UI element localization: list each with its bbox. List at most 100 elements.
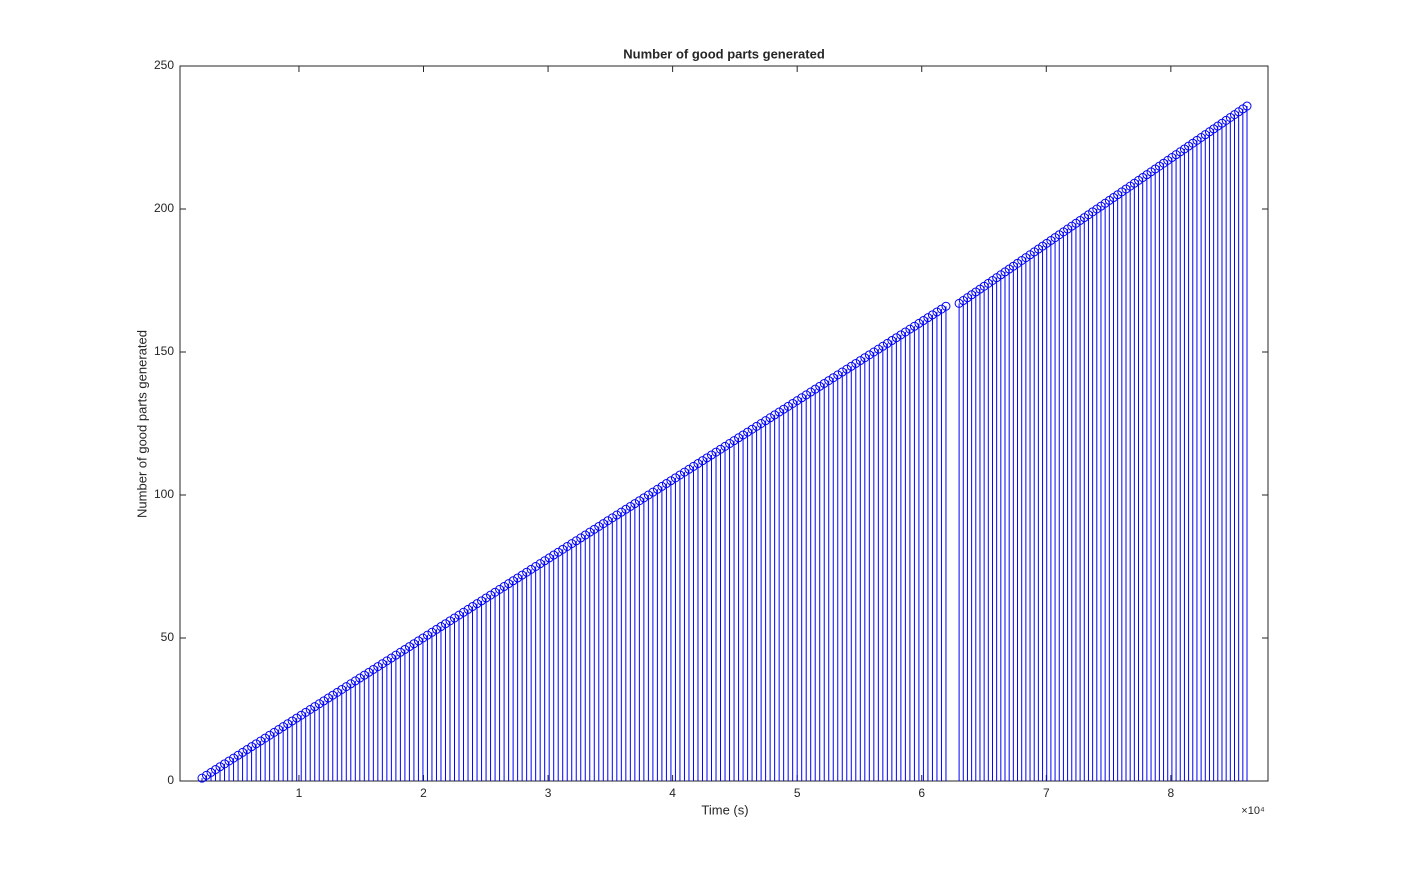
stem-marker	[864, 350, 874, 360]
stem-marker	[449, 613, 459, 623]
stem-marker	[409, 639, 419, 649]
stem-marker	[382, 656, 392, 666]
stem-marker	[431, 624, 441, 634]
stem-marker	[657, 481, 667, 491]
stem-marker	[860, 353, 870, 363]
stem-marker	[422, 630, 432, 640]
stem-marker	[283, 719, 293, 729]
x-exponent-label: ×10⁴	[1241, 805, 1265, 817]
stem-marker	[413, 636, 423, 646]
y-tick-label: 100	[154, 487, 174, 501]
stem-marker	[828, 373, 838, 383]
stem-marker	[882, 338, 892, 348]
stem-marker	[869, 347, 879, 357]
stem-marker	[648, 487, 658, 497]
stem-marker	[806, 387, 816, 397]
stem-marker	[553, 547, 563, 557]
stem-marker	[310, 702, 320, 712]
stem-marker	[594, 521, 604, 531]
y-tick-label: 50	[161, 630, 175, 644]
stem-marker	[779, 404, 789, 414]
stem-marker	[891, 333, 901, 343]
stem-marker	[729, 436, 739, 446]
stem-marker	[337, 684, 347, 694]
stem-marker	[287, 716, 297, 726]
stem-marker	[490, 587, 500, 597]
stem-marker	[292, 713, 302, 723]
stem-marker	[887, 336, 897, 346]
stem-marker	[747, 424, 757, 434]
stem-marker	[355, 673, 365, 683]
stem-marker	[508, 576, 518, 586]
stem-marker	[504, 579, 514, 589]
stem-marker	[319, 696, 329, 706]
stem-marker	[743, 427, 753, 437]
y-tick-label: 200	[154, 201, 174, 215]
stem-marker	[269, 727, 279, 737]
x-tick-label: 8	[1168, 786, 1175, 800]
y-axis-label: Number of good parts generated	[134, 330, 149, 518]
stem-marker	[770, 410, 780, 420]
stem-marker	[364, 667, 374, 677]
stem-marker	[224, 756, 234, 766]
stem-marker	[598, 519, 608, 529]
stem-marker	[923, 313, 933, 323]
y-tick-label: 0	[167, 773, 174, 787]
stem-marker	[544, 553, 554, 563]
stem-marker	[783, 401, 793, 411]
stem-marker	[251, 739, 261, 749]
stem-marker	[725, 439, 735, 449]
stem-marker	[576, 533, 586, 543]
stem-marker	[247, 742, 257, 752]
x-tick-label: 7	[1043, 786, 1050, 800]
stem-marker	[499, 582, 509, 592]
stem-marker	[418, 633, 428, 643]
stem-marker	[580, 530, 590, 540]
stem-marker	[463, 604, 473, 614]
stem-marker	[427, 627, 437, 637]
stem-marker	[896, 330, 906, 340]
x-tick-label: 3	[545, 786, 552, 800]
stem-marker	[666, 476, 676, 486]
stem-marker	[738, 430, 748, 440]
stem-marker	[558, 544, 568, 554]
stem-marker	[341, 682, 351, 692]
stem-marker	[202, 770, 212, 780]
x-tick-label: 5	[794, 786, 801, 800]
stem-marker	[612, 510, 622, 520]
stem-marker	[495, 584, 505, 594]
stem-marker	[301, 707, 311, 717]
stem-marker	[332, 687, 342, 697]
stem-marker	[652, 484, 662, 494]
stem-marker	[909, 321, 919, 331]
stem-marker	[765, 413, 775, 423]
stem-marker	[634, 496, 644, 506]
axes-box	[179, 65, 1269, 782]
stem-marker	[531, 562, 541, 571]
stem-marker	[346, 679, 356, 689]
stem-marker	[716, 444, 726, 454]
stem-marker	[788, 398, 798, 408]
stem-marker	[585, 527, 595, 537]
stem-marker	[720, 441, 730, 451]
stem-marker	[278, 722, 288, 732]
stem-marker	[211, 765, 221, 775]
stem-marker	[567, 539, 577, 549]
stem-marker	[562, 541, 572, 551]
stem-marker	[851, 358, 861, 368]
stem-marker	[639, 493, 649, 503]
stem-marker	[274, 725, 284, 735]
stem-marker	[265, 730, 275, 740]
stem-marker	[837, 367, 847, 377]
stem-marker	[314, 699, 324, 709]
stem-marker	[688, 461, 698, 471]
stem-marker	[797, 393, 807, 403]
stem-marker	[684, 464, 694, 474]
stem-marker	[941, 301, 951, 311]
stem-marker	[927, 310, 937, 320]
stem-marker	[377, 659, 387, 669]
stem-marker	[833, 370, 843, 380]
stem-marker	[603, 516, 613, 526]
x-axis-label: Time (s)	[701, 802, 748, 817]
stem-marker	[900, 327, 910, 337]
